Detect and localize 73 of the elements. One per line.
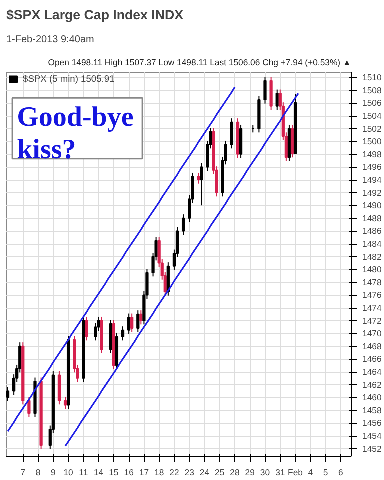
chart-subtitle: 1-Feb-2013 9:40am [6, 34, 94, 46]
x-tick-label: Feb [288, 468, 304, 478]
y-tick-label: 1452 [362, 444, 382, 454]
x-tick-label: 22 [170, 468, 180, 478]
x-tick-label: 6 [338, 468, 344, 478]
y-tick-label: 1468 [362, 341, 382, 352]
y-tick-label: 1502 [362, 124, 382, 134]
candlestick [230, 118, 234, 150]
candlestick [121, 326, 125, 342]
y-tick-label: 1482 [362, 252, 382, 262]
y-tick-label: 1506 [362, 98, 382, 108]
y-tick-label: 1508 [362, 85, 382, 96]
y-tick-label: 1498 [362, 149, 382, 160]
annotation: Good-bye kiss? [17, 102, 134, 166]
y-tick-label: 1470 [362, 328, 382, 339]
x-tick-label: 23 [184, 468, 195, 478]
candlestick [130, 313, 134, 333]
x-tick-label: 17 [139, 468, 150, 478]
x-tick-label: 24 [200, 468, 210, 478]
y-tick-label: 1480 [362, 264, 382, 275]
y-tick-label: 1474 [362, 303, 382, 314]
x-tick-label: 5 [323, 468, 328, 478]
y-tick-label: 1510 [362, 72, 382, 83]
y-tick-label: 1492 [362, 188, 382, 198]
x-tick-label: 18 [154, 468, 164, 478]
x-tick-label: 25 [215, 468, 225, 478]
candlestick [182, 214, 186, 236]
text: Open 1498.11 High 1507.37 Low 1498.11 Last 1506.06 Chg +7.94 (+0.53%) ▲ [48, 58, 352, 68]
chart-title: $SPX Large Cap Index INDX [6, 8, 184, 22]
candlestick [28, 396, 31, 418]
y-tick-label: 1476 [362, 290, 382, 300]
x-tick-label: 11 [79, 468, 88, 478]
x-tick-label: 10 [64, 468, 74, 478]
x-tick-label: 30 [260, 468, 270, 478]
x-tick-label: 16 [124, 468, 134, 478]
y-tick-label: 1496 [362, 162, 382, 172]
x-tick-label: 31 [276, 468, 286, 478]
candlestick [140, 310, 143, 326]
candlestick [200, 162, 204, 206]
y-tick-label: 1494 [362, 175, 382, 186]
y-tick-label: 1466 [362, 354, 382, 364]
candlestick [264, 76, 267, 104]
y-tick-label: 1504 [362, 111, 382, 122]
y-tick-label: 1460 [362, 392, 382, 403]
y-tick-label: 1478 [362, 277, 382, 288]
y-tick-label: 1484 [362, 239, 382, 250]
x-tick-label: 8 [36, 468, 41, 478]
x-tick-label: 15 [109, 468, 119, 478]
x-tick-label: 4 [308, 468, 314, 478]
y-tick-label: 1486 [362, 226, 382, 236]
y-tick-label: 1454 [362, 431, 382, 442]
y-tick-label: 1490 [362, 200, 382, 211]
y-tick-label: 1456 [362, 418, 382, 428]
y-tick-label: 1462 [362, 380, 382, 390]
candlestick [64, 396, 68, 410]
line-series [7, 86, 236, 432]
x-tick-label: 29 [245, 468, 256, 478]
candlestick [85, 316, 88, 342]
candlestick [6, 386, 10, 402]
candlestick [128, 313, 131, 335]
x-tick-label: 7 [20, 468, 26, 478]
legend-label: $SPX (5 min) 1505.91 [23, 74, 115, 84]
x-tick-label: 28 [230, 468, 240, 478]
candlestick [197, 172, 200, 184]
candlestick [136, 310, 140, 333]
y-tick-label: 1500 [362, 136, 382, 147]
x-tick-label: 14 [94, 468, 104, 478]
y-tick-label: 1458 [362, 405, 382, 416]
y-tick-label: 1472 [362, 316, 382, 326]
x-tick-label: 9 [51, 468, 56, 478]
y-tick-label: 1488 [362, 213, 382, 224]
y-tick-label: 1464 [362, 367, 382, 378]
candlestick [276, 89, 279, 111]
